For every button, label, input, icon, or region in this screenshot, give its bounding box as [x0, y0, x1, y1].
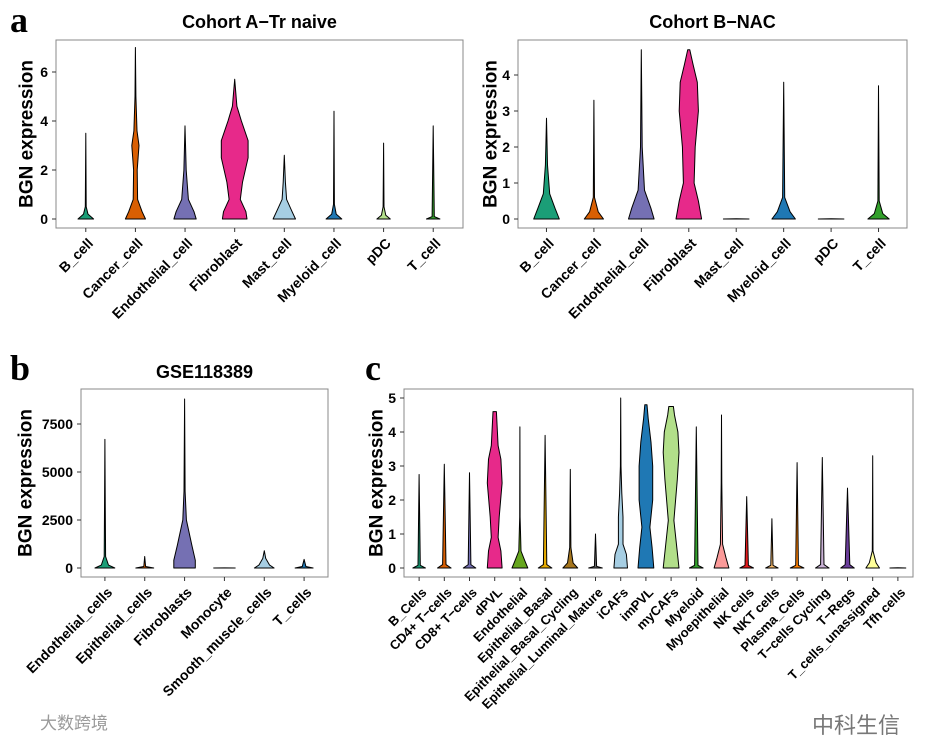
y-axis-label: BGN expression	[17, 60, 38, 208]
watermark-right: 中科生信	[812, 714, 901, 739]
violin-endothelial-cells	[94, 438, 116, 569]
violin-fibroblast	[675, 49, 703, 220]
y-axis-label: BGN expression	[481, 60, 502, 208]
violin-t-cells-unassigned	[865, 455, 880, 569]
violin-impvl	[637, 404, 655, 569]
violin-myeloid	[689, 426, 704, 569]
violin-t-cell	[426, 125, 441, 220]
plot-frame	[517, 39, 908, 229]
violin-cancer-cell	[124, 47, 146, 220]
y-tick-label: 5	[388, 390, 396, 406]
violin-cd8-t-cells	[462, 472, 477, 569]
violin-epithelial-luminal-mature	[588, 533, 603, 569]
violin-b-cell	[77, 132, 95, 220]
y-tick-label: 6	[40, 64, 48, 80]
violin-endothelial	[511, 426, 529, 569]
panel-letter-c: c	[365, 348, 381, 388]
violin-plasma-cells	[789, 462, 805, 569]
violin-endothelial-cell	[628, 49, 655, 220]
violin-t-cells	[294, 558, 314, 569]
x-tick-label: T_cell	[850, 235, 889, 274]
y-tick-label: 2500	[42, 512, 73, 528]
violin-cancer-cell	[583, 99, 604, 220]
violin-myeloid-cell	[771, 81, 796, 220]
y-tick-label: 5000	[42, 464, 73, 480]
violin-epithelial-cells	[135, 556, 155, 569]
violin-fibroblasts	[173, 398, 196, 569]
x-tick-label: B_cell	[56, 235, 96, 275]
x-tick-label: Endothelial_cell	[565, 235, 652, 322]
x-tick-label: pDC	[362, 235, 394, 267]
violin-mast-cell	[272, 154, 296, 220]
watermark-left: 大数跨境	[40, 714, 108, 734]
x-tick-label: Fibroblast	[186, 235, 245, 294]
violin-mycafs	[662, 406, 680, 569]
y-tick-label: 0	[502, 211, 510, 227]
y-axis-label: BGN expression	[16, 409, 37, 557]
violin-endothelial-cell	[173, 125, 197, 220]
violin-t-regs	[840, 487, 855, 569]
violin-myoepithelial	[713, 414, 730, 569]
violin-nk-cells	[739, 496, 754, 569]
y-tick-label: 4	[502, 67, 510, 83]
y-tick-label: 0	[65, 560, 73, 576]
x-tick-label: B_cell	[516, 235, 556, 275]
violin-t-cell	[867, 85, 890, 220]
panel-letter-b: b	[10, 348, 30, 388]
violin-smooth-muscle-cells	[253, 550, 275, 569]
x-tick-label: T_cells	[270, 584, 315, 629]
y-tick-label: 7500	[42, 416, 73, 432]
panel-letter-a: a	[10, 0, 28, 40]
chart-title: GSE118389	[156, 362, 253, 382]
violin-t-cells-cycling	[815, 457, 830, 569]
plot-frame	[80, 388, 329, 578]
violin-dpvl	[486, 411, 503, 569]
y-axis-label: BGN expression	[367, 409, 388, 557]
plot-frame	[55, 39, 464, 229]
chart-title: Cohort B−NAC	[649, 12, 776, 32]
y-tick-label: 1	[502, 175, 510, 191]
violin-epithelial-basal-cycling	[562, 468, 579, 569]
violin-myeloid-cell	[325, 110, 343, 220]
y-tick-label: 2	[40, 162, 48, 178]
violin-epithelial-basal	[537, 434, 553, 569]
violin-pdc	[376, 142, 391, 220]
violin-icafs	[613, 397, 628, 569]
violin-b-cells	[412, 474, 426, 569]
violin-b-cell	[533, 117, 560, 220]
y-tick-label: 0	[388, 560, 396, 576]
chart-title: Cohort A−Tr naive	[182, 12, 337, 32]
violin-cd4-t-cells	[437, 463, 452, 569]
y-tick-label: 3	[502, 103, 510, 119]
violin-nkt-cells	[765, 518, 779, 569]
x-tick-label: pDC	[810, 235, 842, 267]
violin-fibroblast	[220, 78, 249, 220]
x-tick-label: T_cell	[404, 235, 443, 274]
y-tick-label: 3	[388, 458, 396, 474]
plot-frame	[403, 388, 914, 578]
y-tick-label: 0	[40, 211, 48, 227]
y-tick-label: 4	[388, 424, 396, 440]
y-tick-label: 2	[388, 492, 396, 508]
y-tick-label: 4	[40, 113, 48, 129]
y-tick-label: 2	[502, 139, 510, 155]
y-tick-label: 1	[388, 526, 396, 542]
